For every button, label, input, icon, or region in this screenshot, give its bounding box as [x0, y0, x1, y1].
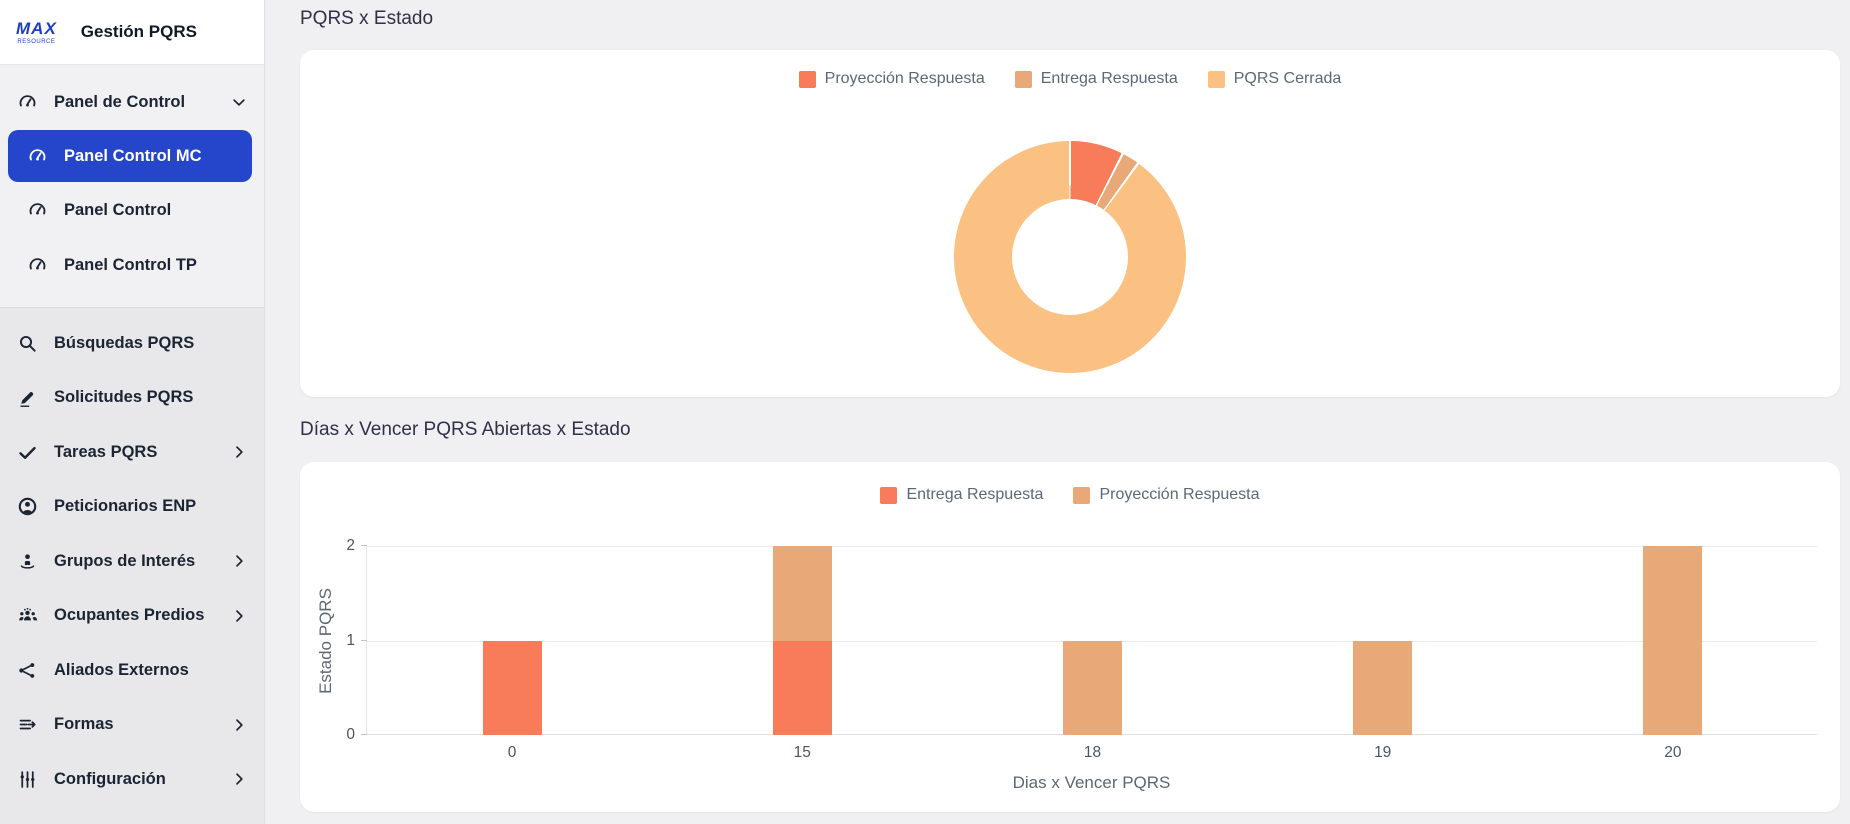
sidebar-item-aliados-externos[interactable]: Aliados Externos	[0, 643, 264, 698]
y-tick-mark	[361, 545, 367, 546]
sidebar: MAX RESOURCE Gestión PQRS Panel de Contr…	[0, 0, 265, 824]
y-tick-mark	[361, 734, 367, 735]
pen-icon	[16, 387, 38, 409]
check-icon	[16, 441, 38, 463]
sidebar-item-label: Grupos de Interés	[54, 551, 196, 570]
legend-item-proyeccion-respuesta[interactable]: Proyección Respuesta	[798, 70, 985, 88]
legend-item-proyeccion-respuesta[interactable]: Proyección Respuesta	[1073, 486, 1260, 504]
logo-text: MAX	[16, 18, 57, 38]
sidebar-item-label: Configuración	[54, 769, 166, 788]
chevron-right-icon	[230, 716, 248, 734]
legend-item-entrega-respuesta[interactable]: Entrega Respuesta	[880, 486, 1043, 504]
gauge-icon	[26, 145, 48, 167]
chevron-right-icon	[230, 552, 248, 570]
bar-proyeccion-respuesta-x18	[1063, 640, 1122, 735]
legend-label: PQRS Cerrada	[1233, 70, 1342, 87]
bar-entrega-respuesta-x0	[482, 640, 542, 735]
donut-chart	[954, 141, 1186, 373]
sidebar-item-panel-control[interactable]: Panel Control	[0, 183, 264, 238]
bar-chart-plot: 0 1 2 0 15 18 19 20	[346, 537, 1817, 761]
x-axis-title: Dias x Vencer PQRS	[1012, 773, 1171, 792]
sidebar-item-configuracion[interactable]: Configuración	[0, 752, 264, 807]
sidebar-item-label: Búsquedas PQRS	[54, 333, 195, 352]
people-icon	[16, 605, 38, 627]
sidebar-item-peticionarios-enp[interactable]: Peticionarios ENP	[0, 480, 264, 535]
chevron-right-icon	[230, 443, 248, 461]
sidebar-item-solicitudes-pqrs[interactable]: Solicitudes PQRS	[0, 371, 264, 426]
gauge-icon	[16, 91, 38, 113]
sidebar-item-label: Panel de Control	[54, 92, 186, 111]
sliders-icon	[16, 768, 38, 790]
legend-label: Proyección Respuesta	[824, 70, 985, 87]
sidebar-header: MAX RESOURCE Gestión PQRS	[0, 0, 264, 65]
legend-swatch	[1207, 70, 1225, 88]
sidebar-item-label: Formas	[54, 715, 114, 734]
bar-chart-legend: Entrega Respuesta Proyección Respuesta	[300, 486, 1840, 504]
logo-subtext: RESOURCE	[17, 38, 56, 45]
y-tick-label: 2	[346, 537, 355, 554]
app-logo: MAX RESOURCE	[16, 20, 57, 45]
sidebar-item-label: Aliados Externos	[54, 660, 189, 679]
sidebar-item-label: Panel Control MC	[64, 146, 202, 165]
bar-chart-card: Entrega Respuesta Proyección Respuesta Es…	[300, 462, 1840, 812]
sidebar-group-panel-de-control: Panel de Control Panel Control MC Panel Co…	[0, 65, 264, 308]
bar-proyeccion-respuesta-x20	[1643, 546, 1703, 735]
sidebar-item-panel-control-tp[interactable]: Panel Control TP	[0, 238, 264, 293]
person-circle-icon	[16, 496, 38, 518]
gauge-icon	[26, 200, 48, 222]
chart-title-dias-vencer: Días x Vencer PQRS Abiertas x Estado	[300, 419, 631, 440]
x-tick-label: 15	[793, 744, 811, 761]
sidebar-item-grupos-de-interes[interactable]: Grupos de Interés	[0, 534, 264, 589]
legend-swatch	[880, 486, 898, 504]
gridline	[367, 546, 1817, 547]
y-tick-mark	[361, 639, 367, 641]
legend-label: Entrega Respuesta	[906, 486, 1044, 503]
y-tick-label: 0	[346, 726, 355, 743]
sidebar-item-label: Panel Control	[64, 201, 172, 219]
person-group-icon	[16, 550, 38, 572]
app-title: Gestión PQRS	[80, 22, 197, 41]
donut-chart-card: Proyección Respuesta Entrega Respuesta PQR…	[300, 50, 1840, 397]
sidebar-item-label: Ocupantes Predios	[54, 606, 205, 625]
chevron-right-icon	[230, 607, 248, 625]
chevron-down-icon	[230, 93, 248, 111]
x-tick-label: 18	[1083, 744, 1102, 761]
chevron-right-icon	[230, 770, 248, 788]
legend-item-pqrs-cerrada[interactable]: PQRS Cerrada	[1207, 70, 1342, 88]
legend-label: Entrega Respuesta	[1040, 70, 1178, 87]
main-content: PQRS x Estado Proyección Respuesta Entreg…	[266, 0, 1850, 824]
legend-swatch	[1073, 486, 1091, 504]
search-icon	[16, 332, 38, 354]
sidebar-item-busquedas-pqrs[interactable]: Búsquedas PQRS	[0, 316, 264, 371]
gauge-icon	[26, 255, 48, 277]
donut-chart-legend: Proyección Respuesta Entrega Respuesta PQR…	[300, 70, 1840, 88]
sidebar-item-ocupantes-predios[interactable]: Ocupantes Predios	[0, 589, 264, 644]
sidebar-item-label: Panel Control TP	[64, 256, 197, 274]
sidebar-item-formas[interactable]: Formas	[0, 698, 264, 753]
sidebar-item-label: Solicitudes PQRS	[54, 388, 194, 407]
bar-proyeccion-respuesta-x19	[1353, 640, 1413, 735]
sidebar-item-label: Tareas PQRS	[54, 442, 158, 461]
x-tick-label: 19	[1374, 744, 1392, 761]
legend-label: Proyección Respuesta	[1099, 486, 1260, 503]
x-tick-label: 20	[1664, 744, 1682, 761]
bar-proyeccion-respuesta-x15	[772, 546, 832, 641]
form-lines-icon	[16, 714, 38, 736]
legend-swatch	[1014, 70, 1032, 88]
sidebar-item-label: Peticionarios ENP	[54, 497, 197, 516]
donut-hole	[1012, 199, 1128, 315]
chart-title-pqrs-estado: PQRS x Estado	[300, 8, 434, 29]
sidebar-item-tareas-pqrs[interactable]: Tareas PQRS	[0, 425, 264, 480]
y-tick-label: 1	[346, 631, 355, 649]
x-tick-label: 0	[507, 744, 517, 761]
sidebar-menu: Búsquedas PQRS Solicitudes PQRS Tareas PQR…	[0, 308, 264, 824]
legend-item-entrega-respuesta[interactable]: Entrega Respuesta	[1014, 70, 1178, 88]
sidebar-item-panel-de-control[interactable]: Panel de Control	[0, 75, 264, 129]
legend-swatch	[798, 70, 816, 88]
bar-entrega-respuesta-x15	[772, 640, 832, 735]
share-icon	[16, 659, 38, 681]
sidebar-item-panel-control-mc[interactable]: Panel Control MC	[8, 130, 252, 182]
